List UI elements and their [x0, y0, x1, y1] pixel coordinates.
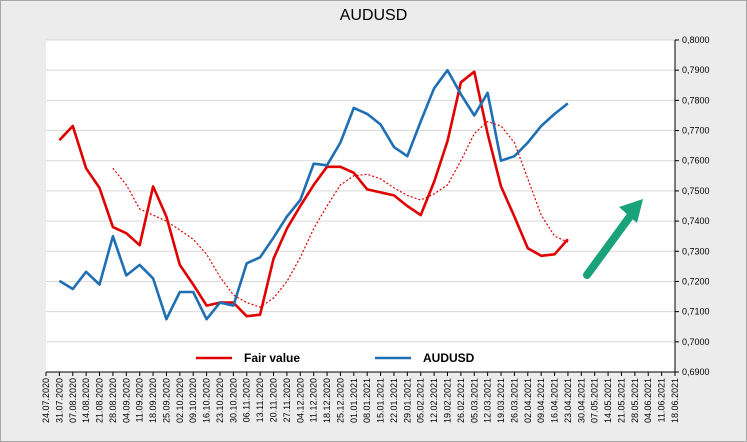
x-tick-label: 11.12.2020 — [309, 378, 319, 422]
y-tick-label: 0,7600 — [682, 156, 710, 166]
x-tick-label: 02.10.2020 — [175, 378, 185, 423]
x-tick-label: 04.12.2020 — [295, 378, 305, 423]
legend-label: Fair value — [244, 351, 300, 365]
x-tick-label: 12.03.2021 — [483, 378, 493, 423]
x-tick-label: 13.11.2020 — [255, 378, 265, 422]
x-tick-label: 09.04.2021 — [536, 378, 546, 423]
x-tick-label: 18.09.2020 — [148, 378, 158, 423]
x-tick-label: 25.09.2020 — [161, 378, 171, 423]
chart-title: AUDUSD — [339, 7, 408, 24]
x-tick-label: 16.10.2020 — [202, 378, 212, 423]
y-tick-label: 0,7500 — [682, 186, 710, 196]
x-tick-label: 15.01.2021 — [376, 378, 386, 423]
x-tick-label: 05.02.2021 — [416, 378, 426, 423]
x-tick-label: 11.06.2021 — [657, 378, 667, 422]
x-tick-label: 28.05.2021 — [630, 378, 640, 423]
x-tick-label: 06.11.2020 — [242, 378, 252, 422]
x-tick-label: 05.03.2021 — [469, 378, 479, 423]
x-tick-label: 16.04.2021 — [550, 378, 560, 423]
y-tick-label: 0,8000 — [682, 35, 710, 45]
x-tick-label: 28.08.2020 — [108, 378, 118, 423]
y-tick-label: 0,6900 — [682, 367, 710, 377]
x-tick-label: 21.08.2020 — [95, 378, 105, 423]
series-line-fair-value — [58, 70, 569, 318]
legend-label: AUDUSD — [423, 351, 475, 365]
x-tick-label: 12.02.2021 — [429, 378, 439, 423]
x-tick-label: 04.09.2020 — [121, 378, 131, 423]
x-tick-label: 08.01.2021 — [362, 378, 372, 423]
y-tick-label: 0,7300 — [682, 246, 710, 256]
x-tick-label: 02.04.2021 — [523, 378, 533, 423]
x-tick-label: 01.01.2021 — [349, 378, 359, 423]
x-tick-label: 11.09.2020 — [135, 378, 145, 422]
x-tick-label: 19.03.2021 — [496, 378, 506, 423]
x-tick-label: 27.11.2020 — [282, 378, 292, 422]
y-tick-label: 0,7800 — [682, 95, 710, 105]
x-tick-label: 19.02.2021 — [442, 378, 452, 423]
series-line-audusd — [58, 68, 569, 321]
x-tick-label: 07.08.2020 — [68, 378, 78, 423]
x-tick-label: 25.12.2020 — [335, 378, 345, 423]
x-tick-label: 18.06.2021 — [670, 378, 680, 423]
series-line-dotted — [112, 120, 569, 308]
x-tick-label: 24.07.2020 — [41, 378, 51, 423]
x-tick-label: 26.02.2021 — [456, 378, 466, 423]
x-tick-label: 23.10.2020 — [215, 378, 225, 423]
y-tick-label: 0,7700 — [682, 126, 710, 136]
x-tick-label: 09.10.2020 — [188, 378, 198, 423]
y-tick-label: 0,7000 — [682, 337, 710, 347]
x-tick-label: 23.04.2021 — [563, 378, 573, 423]
x-tick-label: 14.05.2021 — [603, 378, 613, 423]
y-tick-label: 0,7900 — [682, 65, 710, 75]
y-tick-label: 0,7100 — [682, 307, 710, 317]
x-tick-label: 30.10.2020 — [228, 378, 238, 423]
x-tick-label: 29.01.2021 — [402, 378, 412, 423]
x-tick-label: 21.05.2021 — [616, 378, 626, 423]
plot-area — [46, 40, 675, 372]
x-tick-label: 18.12.2020 — [322, 378, 332, 423]
y-tick-label: 0,7400 — [682, 216, 710, 226]
x-tick-label: 26.03.2021 — [509, 378, 519, 423]
x-tick-label: 20.11.2020 — [269, 378, 279, 422]
x-tick-label: 22.01.2021 — [389, 378, 399, 423]
x-tick-label: 14.08.2020 — [81, 378, 91, 423]
y-tick-label: 0,7200 — [682, 276, 710, 286]
x-tick-label: 30.04.2021 — [576, 378, 586, 423]
x-tick-label: 07.05.2021 — [590, 378, 600, 423]
x-tick-label: 31.07.2020 — [54, 378, 64, 423]
trend-arrow-icon — [583, 199, 643, 279]
x-tick-label: 04.06.2021 — [643, 378, 653, 423]
